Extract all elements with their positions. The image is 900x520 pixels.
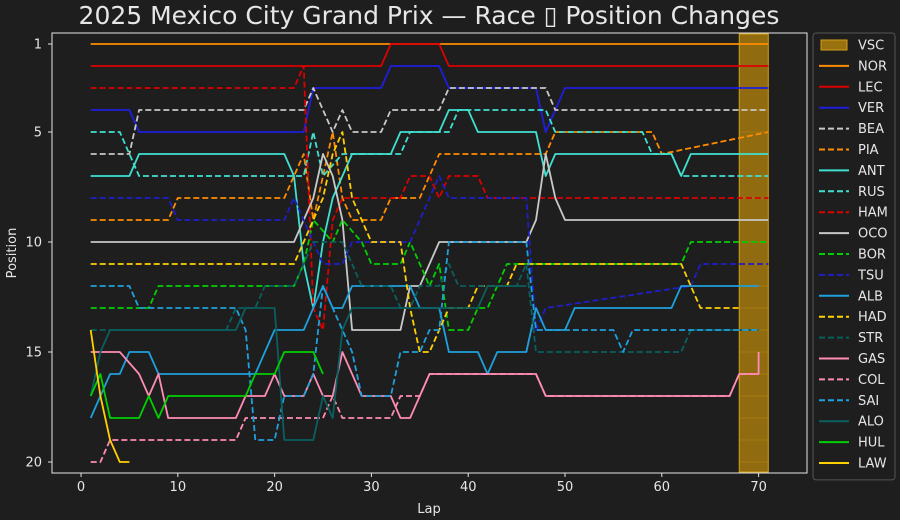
legend-label: PIA — [858, 143, 879, 158]
legend-label: LAW — [858, 457, 887, 472]
y-tick-label: 5 — [34, 126, 42, 141]
series-line-alo — [89, 285, 527, 441]
legend-label: ALO — [858, 415, 884, 430]
y-tick-label: 1 — [34, 38, 42, 53]
series-line-ver — [90, 65, 769, 133]
x-tick-label: 10 — [170, 480, 187, 495]
legend-label: GAS — [858, 352, 885, 367]
x-tick-label: 30 — [363, 480, 380, 495]
legend-label: STR — [858, 331, 883, 346]
legend-label: HAD — [858, 310, 887, 325]
y-tick-label: 20 — [25, 456, 42, 471]
legend: VSC NOR LEC VER BEA PIA ANT RUS HAM OCO BOR TSU ALB H… — [812, 32, 896, 481]
series-line-pia — [90, 131, 769, 221]
series-line-col — [90, 373, 759, 463]
legend-swatch-vsc — [820, 39, 848, 51]
legend-label: VER — [858, 101, 884, 116]
vsc-band — [738, 33, 769, 473]
series-line-alb — [89, 285, 759, 419]
legend-label: ANT — [858, 164, 885, 179]
legend-label: SAI — [858, 394, 879, 409]
series-line-rus — [90, 109, 769, 177]
legend-label: RUS — [858, 185, 885, 200]
y-axis-label: Position — [5, 228, 20, 279]
series-line-tsu — [90, 175, 769, 331]
legend-label: OCO — [858, 227, 888, 242]
series-line-hul — [89, 351, 324, 419]
y-tick-label: 15 — [25, 346, 42, 361]
x-tick-label: 50 — [557, 480, 574, 495]
chart-title: 2025 Mexico City Grand Prix — Race ▯ Pos… — [79, 1, 780, 30]
x-tick-label: 0 — [77, 480, 85, 495]
series-line-bea — [90, 87, 769, 155]
legend-label: LEC — [858, 80, 883, 95]
series-line-str — [90, 241, 759, 353]
x-tick-label: 70 — [750, 480, 767, 495]
series-line-had — [90, 131, 740, 353]
x-tick-label: 40 — [460, 480, 477, 495]
legend-label: TSU — [857, 268, 884, 283]
legend-label: HAM — [858, 206, 888, 221]
legend-frame — [812, 32, 896, 481]
legend-label: ALB — [858, 289, 883, 304]
y-tick-label: 10 — [25, 236, 42, 251]
legend-label: BEA — [858, 122, 884, 137]
legend-label: VSC — [858, 39, 884, 54]
series-line-ham — [90, 65, 769, 331]
legend-label: BOR — [858, 248, 886, 263]
legend-label: NOR — [858, 59, 887, 74]
series-line-law — [89, 329, 130, 463]
x-axis-label: Lap — [417, 502, 440, 517]
series-line-ant — [90, 109, 769, 309]
x-tick-label: 60 — [654, 480, 671, 495]
legend-label: HUL — [858, 436, 885, 451]
series-line-lec — [90, 43, 769, 67]
plot-area-frame — [51, 32, 808, 474]
series-line-sai — [90, 241, 759, 441]
x-tick-label: 20 — [266, 480, 283, 495]
legend-label: COL — [858, 373, 885, 388]
